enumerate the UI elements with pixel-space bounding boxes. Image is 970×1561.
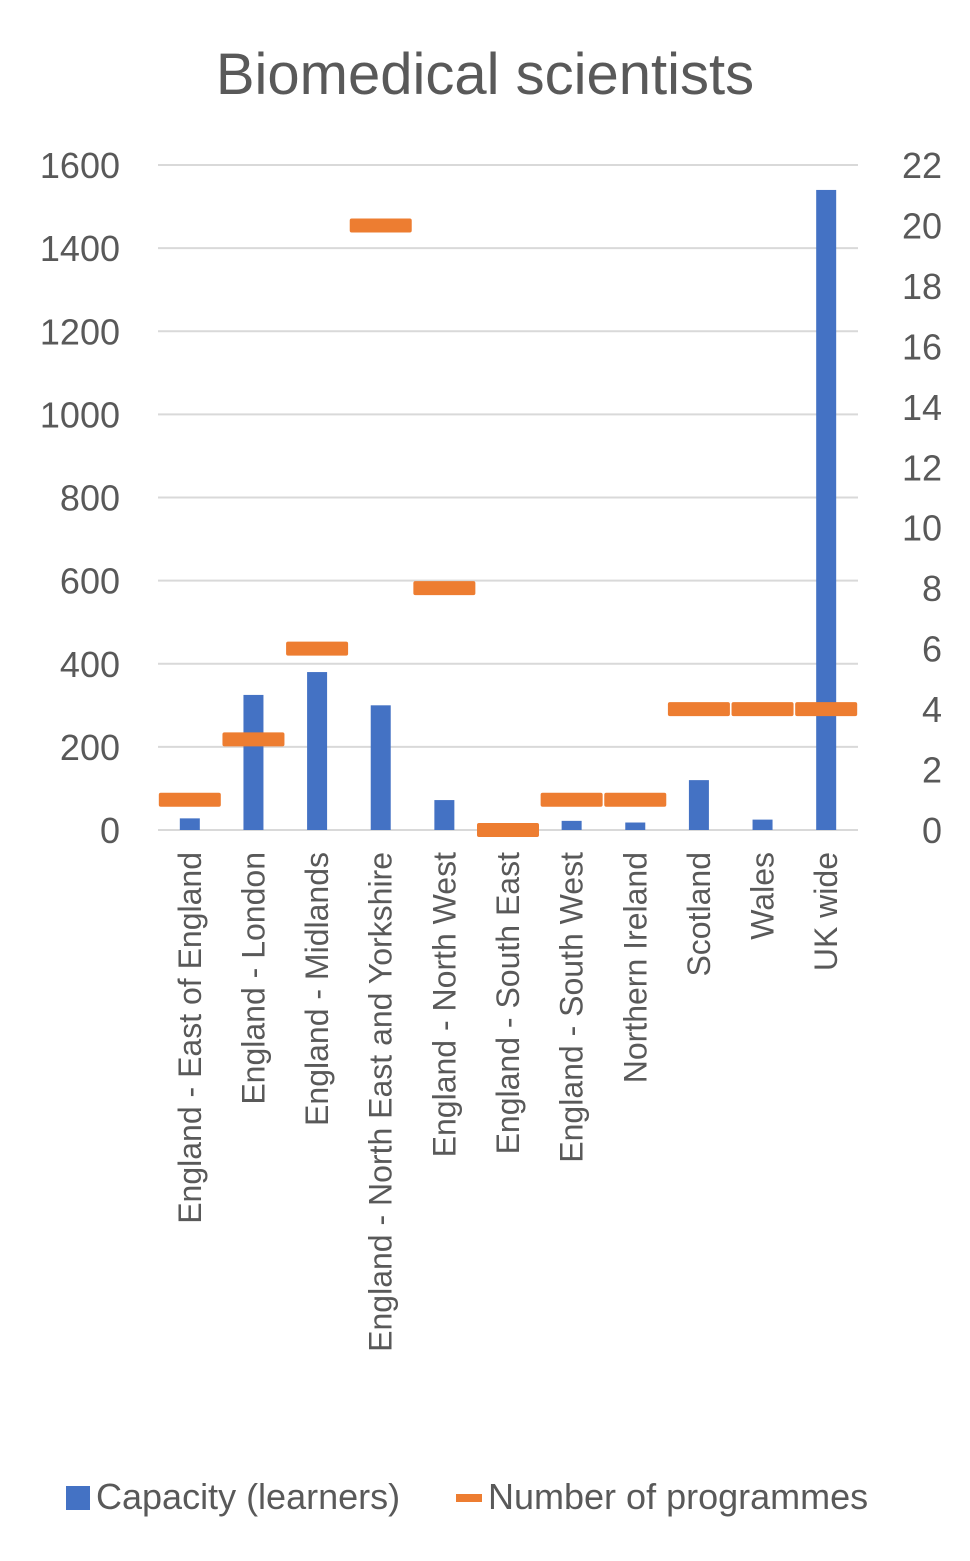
- left-tick-label: 0: [100, 810, 120, 851]
- left-tick-label: 200: [60, 727, 120, 768]
- category-label: England - North East and Yorkshire: [363, 852, 399, 1352]
- left-tick-label: 1000: [40, 394, 120, 435]
- programme-marker: [477, 823, 539, 837]
- programme-marker: [540, 792, 603, 807]
- right-tick-label: 14: [902, 387, 942, 428]
- capacity-bars: [179, 189, 837, 830]
- programme-marker: [349, 218, 412, 233]
- capacity-bar: [370, 705, 391, 830]
- right-axis-ticks: 0 2 4 6 8 10 12 14 16 18 20 22: [902, 145, 942, 851]
- programme-marker: [731, 702, 794, 717]
- capacity-bar: [625, 822, 646, 830]
- right-tick-label: 8: [922, 568, 942, 609]
- chart-title: Biomedical scientists: [216, 42, 754, 107]
- right-tick-label: 6: [922, 629, 942, 670]
- capacity-bar: [816, 189, 837, 830]
- legend-label-programmes: Number of programmes: [488, 1476, 868, 1517]
- left-tick-label: 800: [60, 478, 120, 519]
- right-tick-label: 10: [902, 508, 942, 549]
- category-label: Northern Ireland: [617, 852, 653, 1083]
- category-label: Wales: [745, 852, 781, 940]
- capacity-bar: [752, 819, 773, 830]
- left-axis-ticks: 0 200 400 600 800 1000 1200 1400 1600: [40, 145, 120, 851]
- right-tick-label: 20: [902, 205, 942, 246]
- programme-marker: [286, 641, 349, 656]
- category-label: England - Midlands: [299, 852, 335, 1126]
- left-tick-label: 600: [60, 561, 120, 602]
- right-tick-label: 2: [922, 750, 942, 791]
- category-label: UK wide: [808, 852, 844, 971]
- left-tick-label: 1200: [40, 311, 120, 352]
- category-label: England - South East: [490, 852, 526, 1155]
- capacity-bar: [688, 780, 709, 830]
- category-label: England - South West: [554, 852, 590, 1163]
- programme-marker: [158, 792, 221, 807]
- left-tick-label: 1400: [40, 228, 120, 269]
- capacity-bar: [561, 820, 582, 830]
- category-labels: England - East of England England - Londo…: [172, 852, 844, 1352]
- right-tick-label: 16: [902, 326, 942, 367]
- legend-label-capacity: Capacity (learners): [96, 1476, 400, 1517]
- programme-marker: [413, 581, 476, 596]
- right-tick-label: 4: [922, 689, 942, 730]
- capacity-bar: [179, 818, 200, 830]
- category-label: England - East of England: [172, 852, 208, 1224]
- right-tick-label: 18: [902, 266, 942, 307]
- programme-marker: [667, 702, 730, 717]
- programme-marker: [604, 792, 667, 807]
- capacity-bar: [434, 800, 455, 830]
- capacity-bar: [307, 672, 328, 830]
- capacity-bar: [243, 694, 264, 830]
- left-tick-label: 400: [60, 644, 120, 685]
- right-tick-label: 22: [902, 145, 942, 186]
- legend-swatch-capacity: [66, 1486, 90, 1510]
- category-label: England - North West: [426, 852, 462, 1157]
- legend-swatch-programmes: [456, 1494, 482, 1502]
- programme-markers: [158, 218, 858, 837]
- programme-marker: [795, 702, 858, 717]
- legend: Capacity (learners) Number of programmes: [66, 1476, 868, 1517]
- left-tick-label: 1600: [40, 145, 120, 186]
- category-label: Scotland: [681, 852, 717, 977]
- programme-marker: [222, 732, 285, 747]
- category-label: England - London: [235, 852, 271, 1105]
- right-tick-label: 12: [902, 447, 942, 488]
- gridlines: [158, 164, 858, 831]
- right-tick-label: 0: [922, 810, 942, 851]
